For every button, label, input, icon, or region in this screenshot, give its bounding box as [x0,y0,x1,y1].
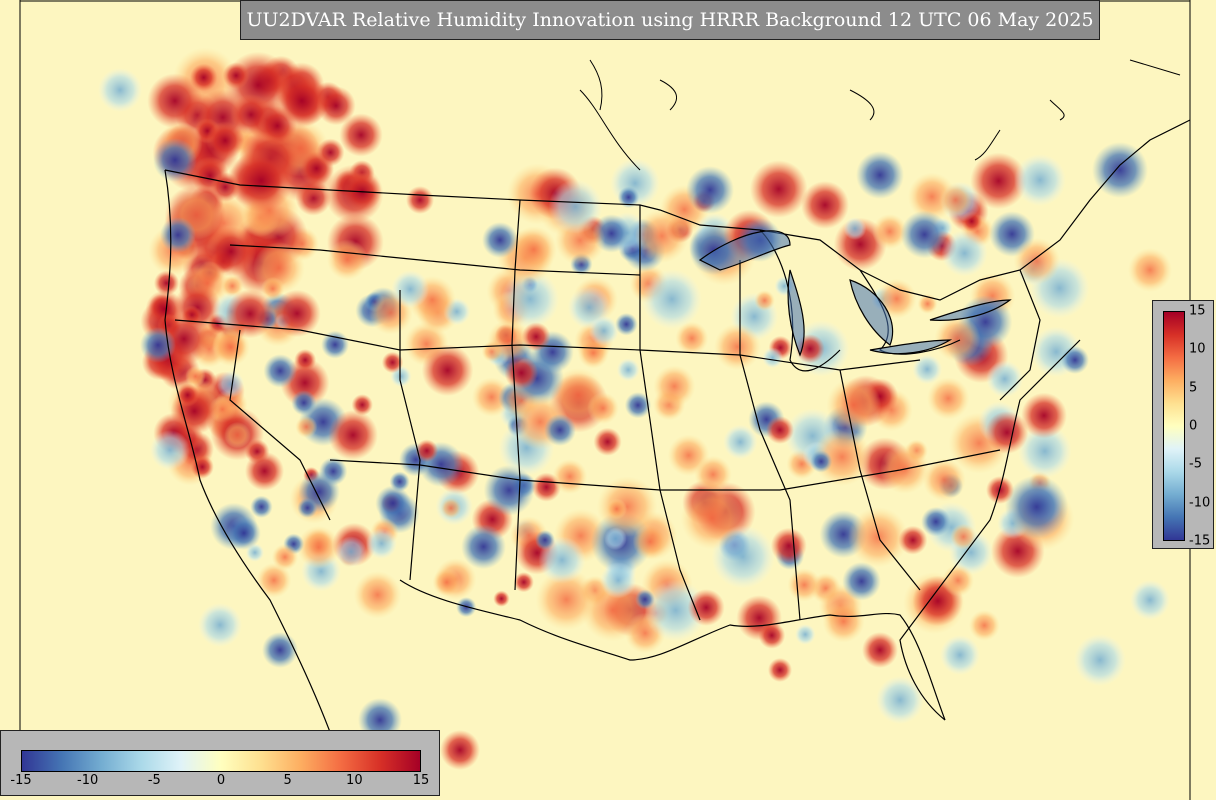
map-title: UU2DVAR Relative Humidity Innovation usi… [240,0,1100,40]
vertical-colorbar-tick: -5 [1189,456,1202,472]
horizontal-colorbar-tick: 0 [216,773,226,788]
vertical-colorbar-tick: 5 [1189,380,1198,396]
horizontal-colorbar-tick: -5 [147,773,161,788]
vertical-colorbar-gradient [1163,311,1185,541]
vertical-colorbar-tick: 10 [1189,341,1206,357]
horizontal-colorbar-gradient [21,750,421,772]
horizontal-colorbar-tick: 5 [283,773,292,788]
vertical-colorbar-tick: -10 [1189,495,1211,511]
horizontal-colorbar-tick: 10 [346,773,363,788]
horizontal-colorbar-tick: -15 [10,773,32,788]
horizontal-colorbar: -15 -10 -5 0 5 10 15 [0,730,440,796]
canada-lakes [579,59,1181,171]
horizontal-colorbar-tick: 15 [412,773,430,788]
vertical-colorbar: 15 10 5 0 -5 -10 -15 [1152,300,1214,549]
great-lakes [698,230,1012,357]
boundaries [164,119,1191,761]
vertical-colorbar-tick: -15 [1189,533,1211,549]
vertical-colorbar-tick: 15 [1189,303,1206,319]
horizontal-colorbar-tick: -10 [77,773,99,788]
vertical-colorbar-tick: 0 [1189,418,1198,434]
